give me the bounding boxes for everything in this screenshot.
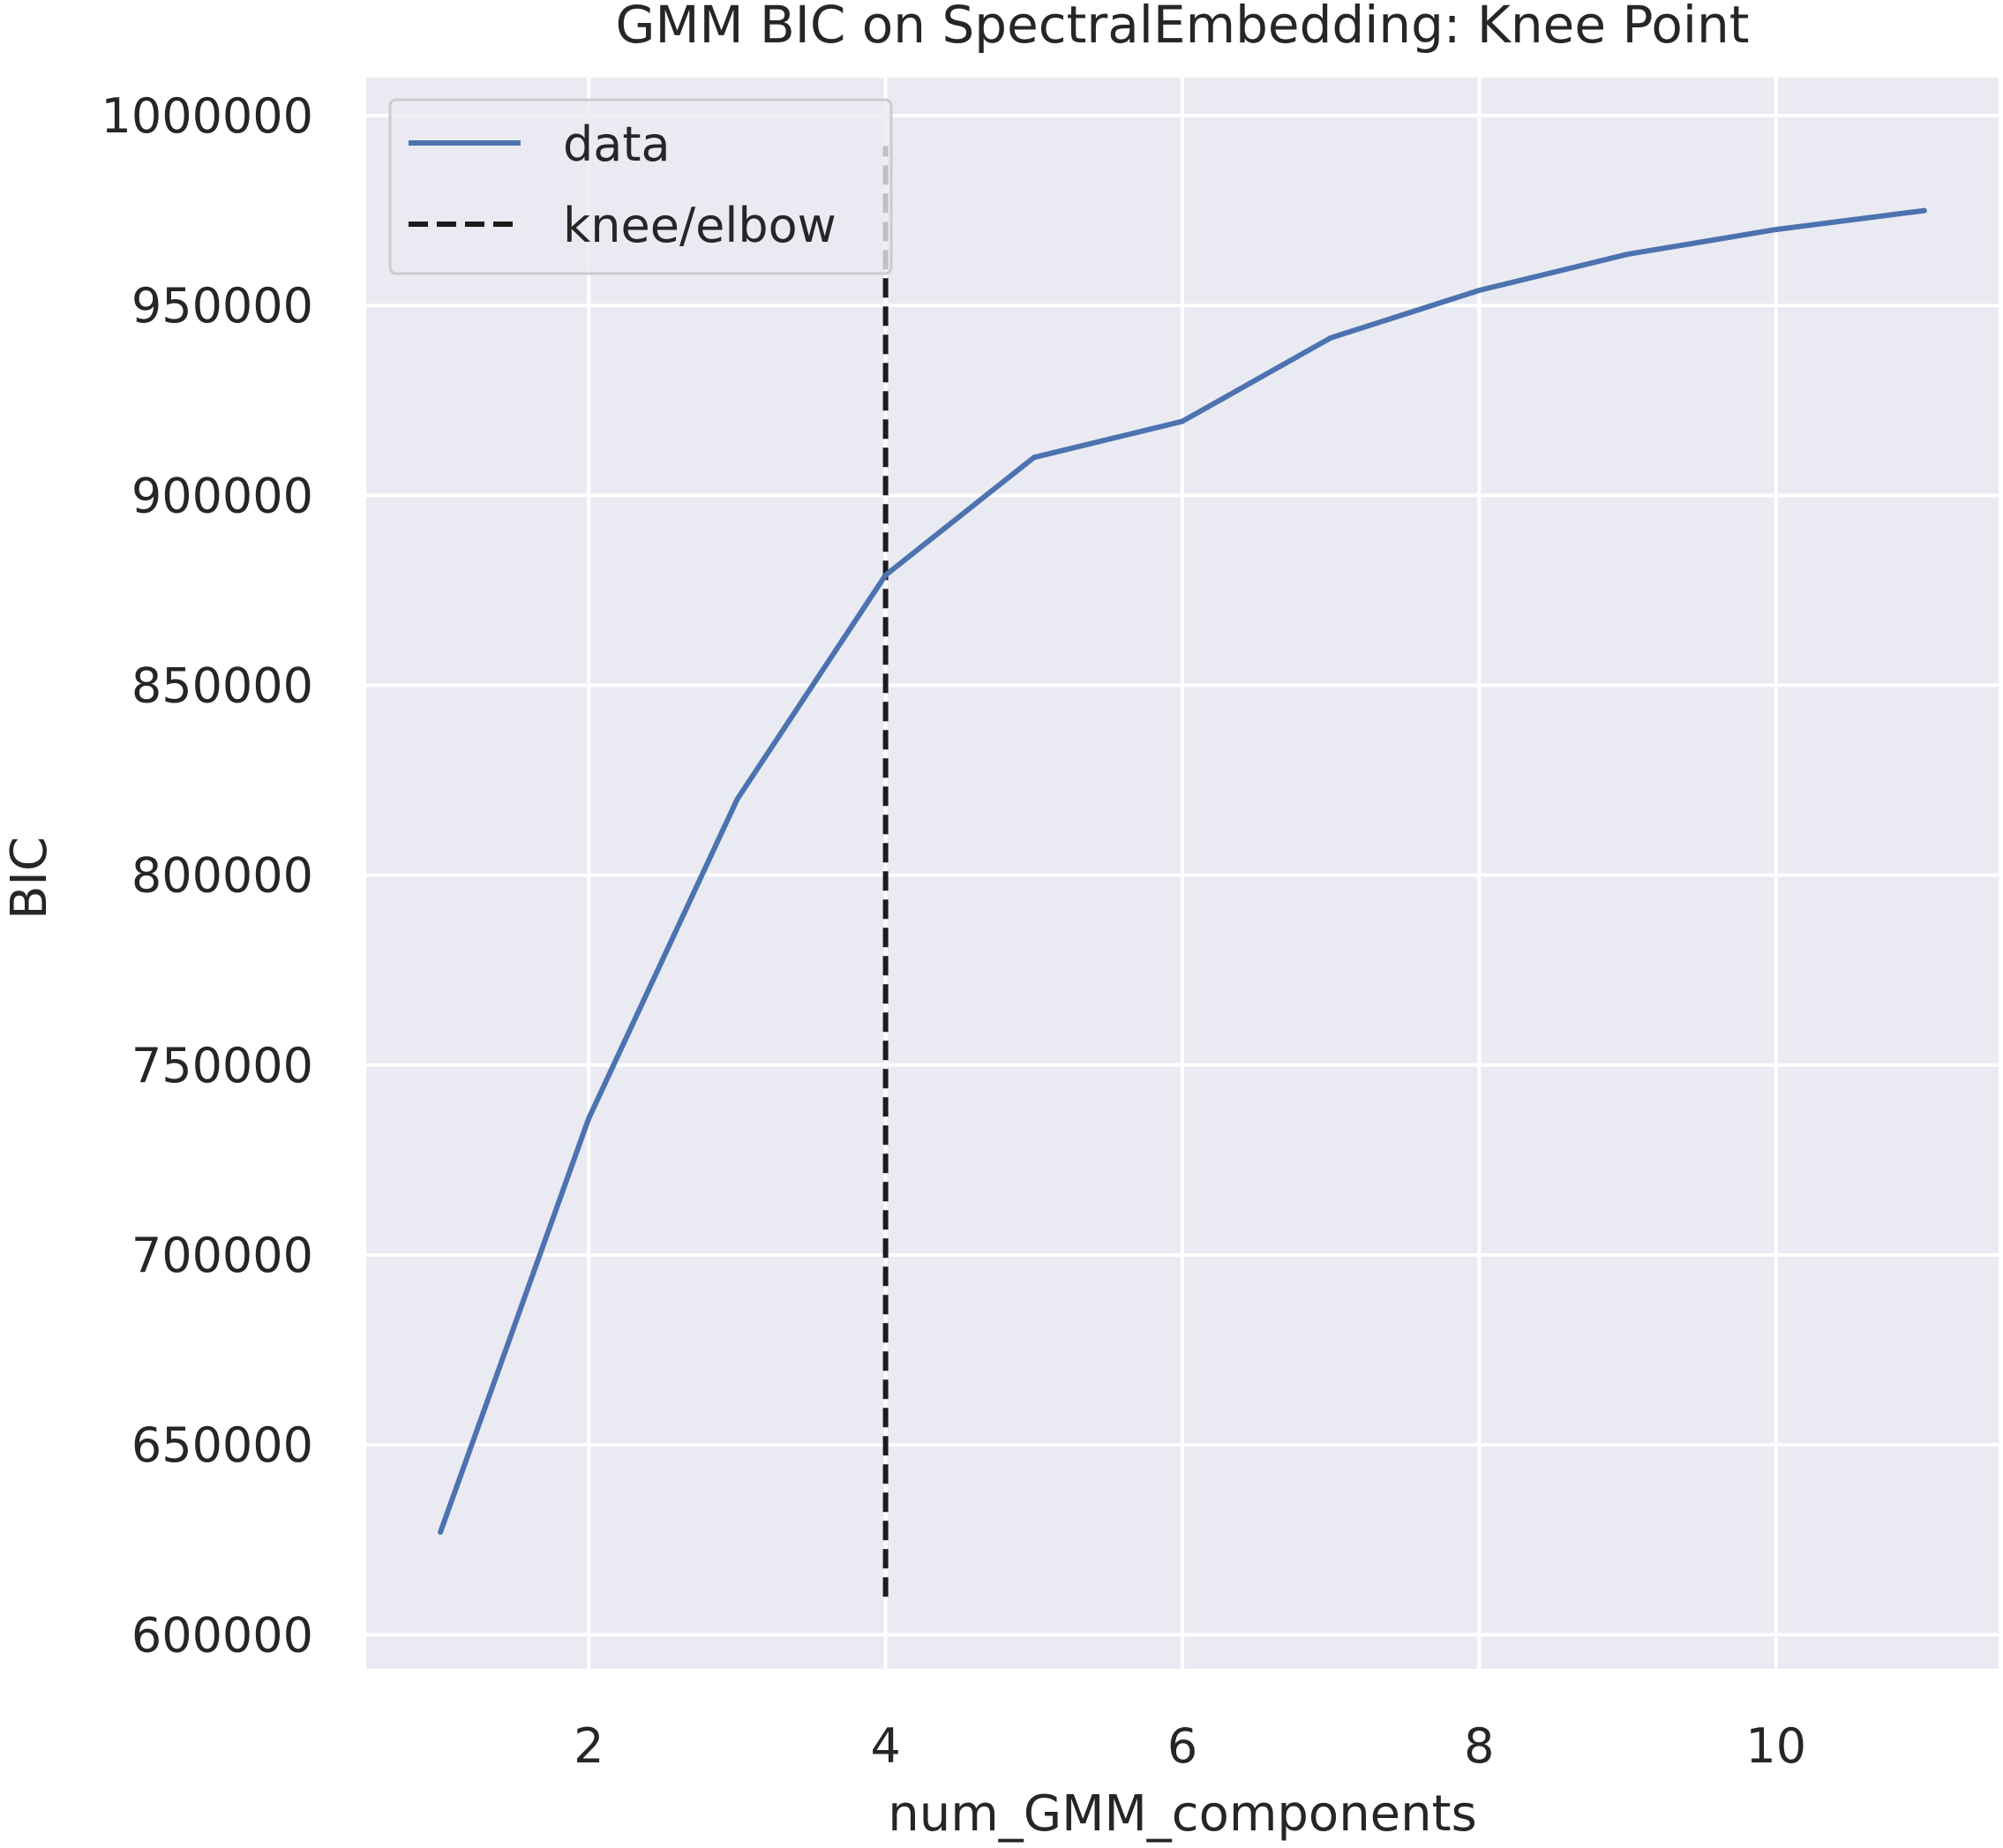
series-layer	[438, 207, 1927, 1536]
y-tick-label: 850000	[131, 657, 313, 713]
grid-lines	[366, 78, 1999, 1669]
x-tick-label: 6	[1167, 1718, 1197, 1774]
legend: data knee/elbow	[388, 98, 893, 275]
chart-title: GMM BIC on SpectralEmbedding: Knee Point	[616, 0, 1750, 55]
y-tick-label: 750000	[131, 1038, 313, 1093]
x-tick-label: 2	[574, 1718, 604, 1774]
legend-label-data: data	[563, 116, 671, 172]
y-tick-label: 900000	[131, 468, 313, 523]
y-tick-label: 950000	[131, 278, 313, 334]
series-line-data	[438, 207, 1927, 1536]
y-tick-label: 1000000	[101, 88, 314, 144]
y-tick-label: 650000	[131, 1417, 313, 1473]
x-axis-label: num_GMM_components	[888, 1785, 1477, 1843]
y-tick-label: 800000	[131, 848, 313, 904]
y-tick-labels: 600000 650000 700000 750000 800000 850000 9000…	[101, 88, 314, 1663]
x-tick-label: 4	[870, 1718, 900, 1774]
x-tick-label: 8	[1464, 1718, 1494, 1774]
x-tick-labels: 2 4 6 8 10	[574, 1718, 1806, 1774]
y-tick-label: 700000	[131, 1228, 313, 1283]
legend-label-knee: knee/elbow	[563, 198, 836, 253]
y-tick-label: 600000	[131, 1607, 313, 1663]
y-axis-label: BIC	[1, 837, 58, 920]
x-tick-label: 10	[1745, 1718, 1806, 1774]
